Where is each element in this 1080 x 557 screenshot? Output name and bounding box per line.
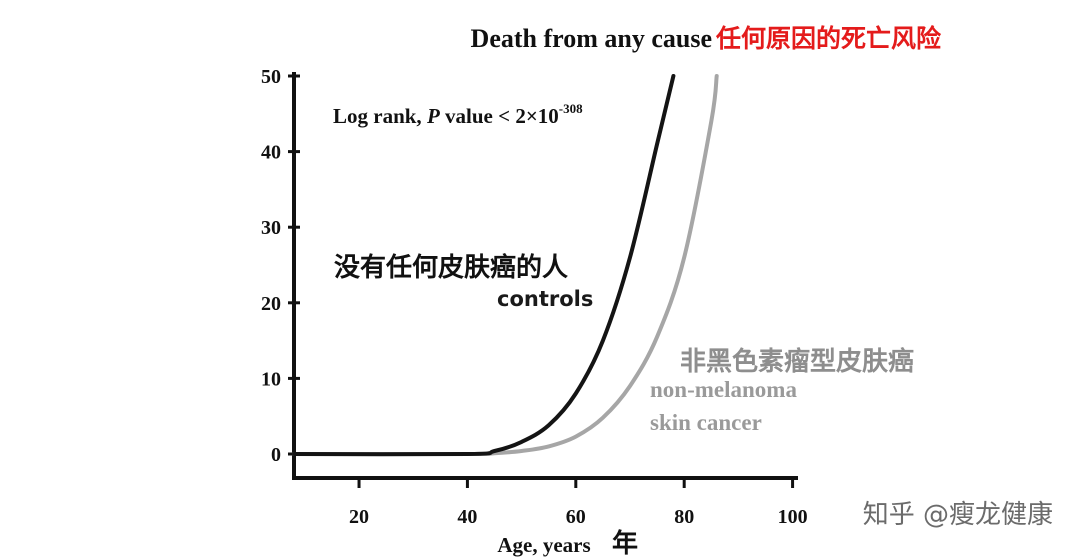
- log-rank-annotation: Log rank, P value < 2×10-308: [333, 101, 583, 128]
- x-axis-label: Age, years: [497, 533, 590, 557]
- p-symbol: P: [426, 104, 440, 128]
- log-rank-prefix: Log rank,: [333, 104, 427, 128]
- x-tick-label: 80: [674, 506, 694, 528]
- y-ticks: 0 10 20 30 40 50: [261, 66, 300, 466]
- x-tick-label: 20: [349, 506, 369, 528]
- series-label-nmsc-line1: non-melanoma: [650, 377, 797, 402]
- series-label-controls: controls: [497, 287, 593, 311]
- y-tick-label: 30: [261, 217, 281, 239]
- axes: [292, 72, 798, 480]
- series-label-nmsc-zh: 非黑色素瘤型皮肤癌: [680, 346, 914, 377]
- chart-title-zh: 任何原因的死亡风险: [715, 24, 942, 53]
- series-label-controls-zh: 没有任何皮肤癌的人: [334, 252, 568, 283]
- chart-title: Death from any cause: [471, 24, 712, 53]
- x-axis-label-zh: 年: [612, 528, 638, 557]
- log-rank-exponent: -308: [559, 101, 583, 116]
- x-tick-label: 60: [566, 506, 586, 528]
- y-tick-label: 20: [261, 293, 281, 315]
- y-tick-label: 0: [271, 444, 281, 466]
- log-rank-middle: value < 2×10: [440, 104, 559, 128]
- x-ticks: 20 40 60 80 100: [349, 478, 808, 528]
- series-label-nmsc-line2: skin cancer: [650, 410, 762, 435]
- y-tick-label: 50: [261, 66, 281, 88]
- x-tick-label: 40: [457, 506, 477, 528]
- x-tick-label: 100: [778, 506, 808, 528]
- series-line-controls: [292, 74, 676, 457]
- series-layer: [292, 74, 719, 457]
- y-tick-label: 40: [261, 142, 281, 164]
- y-tick-label: 10: [261, 368, 281, 390]
- watermark: 知乎 @瘦龙健康: [863, 500, 1053, 530]
